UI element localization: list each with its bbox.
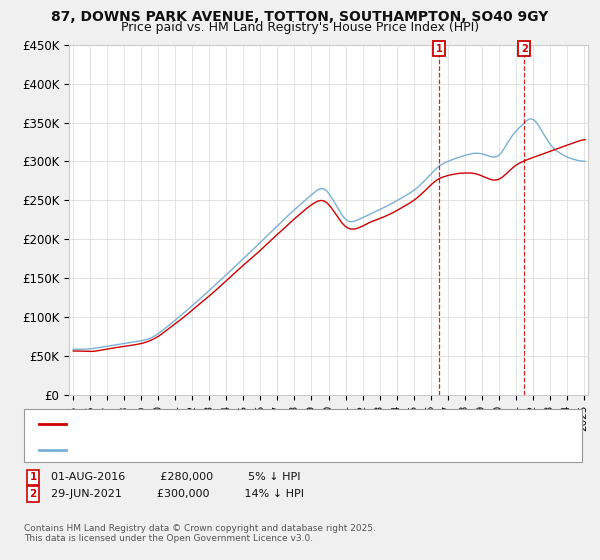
- Text: Contains HM Land Registry data © Crown copyright and database right 2025.
This d: Contains HM Land Registry data © Crown c…: [24, 524, 376, 543]
- Text: 01-AUG-2016          £280,000          5% ↓ HPI: 01-AUG-2016 £280,000 5% ↓ HPI: [51, 472, 301, 482]
- Text: HPI: Average price, semi-detached house, New Forest: HPI: Average price, semi-detached house,…: [72, 445, 352, 455]
- Text: 1: 1: [29, 472, 37, 482]
- Text: 2: 2: [29, 489, 37, 499]
- Text: 29-JUN-2021          £300,000          14% ↓ HPI: 29-JUN-2021 £300,000 14% ↓ HPI: [51, 489, 304, 499]
- Text: 1: 1: [436, 44, 442, 54]
- Text: 2: 2: [521, 44, 527, 54]
- Text: Price paid vs. HM Land Registry's House Price Index (HPI): Price paid vs. HM Land Registry's House …: [121, 21, 479, 34]
- Text: 87, DOWNS PARK AVENUE, TOTTON, SOUTHAMPTON, SO40 9GY: 87, DOWNS PARK AVENUE, TOTTON, SOUTHAMPT…: [52, 10, 548, 24]
- Text: 87, DOWNS PARK AVENUE, TOTTON, SOUTHAMPTON, SO40 9GY (semi-detached house): 87, DOWNS PARK AVENUE, TOTTON, SOUTHAMPT…: [72, 419, 527, 429]
